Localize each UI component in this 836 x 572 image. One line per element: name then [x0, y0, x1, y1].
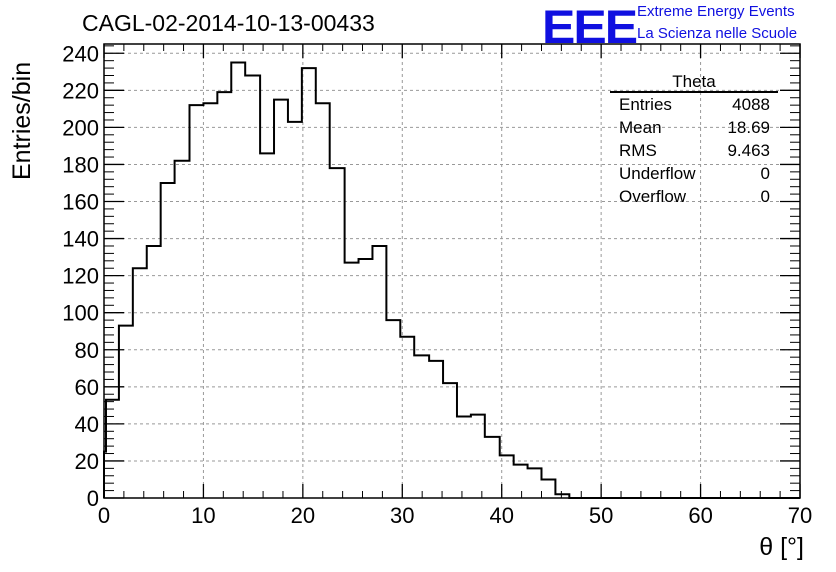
y-tick-label: 100: [62, 301, 99, 326]
stats-row-overflow: Overflow 0: [610, 185, 778, 208]
stats-label: Mean: [619, 118, 662, 137]
stats-box: Theta Entries 4088 Mean 18.69 RMS 9.463 …: [610, 73, 778, 208]
stats-value: 9.463: [727, 141, 770, 160]
y-tick-label: 120: [62, 264, 99, 289]
stats-row-entries: Entries 4088: [610, 93, 778, 116]
stats-label: Underflow: [619, 164, 696, 183]
stats-row-underflow: Underflow 0: [610, 162, 778, 185]
stats-value: 18.69: [727, 118, 770, 137]
axis-tick-labels: 0 10 20 30 40 50 60 70 0 20 40 60 80 100 120 140 160 180 2…: [62, 41, 812, 528]
y-tick-label: 200: [62, 115, 99, 140]
histogram-series: [103, 61, 800, 499]
plot-frame: [103, 43, 801, 499]
eee-logo: EEE: [542, 0, 638, 54]
stats-value: 4088: [732, 95, 770, 114]
y-tick-label: 160: [62, 190, 99, 215]
x-tick-label: 0: [98, 503, 110, 528]
y-tick-label: 20: [75, 449, 99, 474]
stats-title: Theta: [610, 73, 778, 93]
stats-label: Entries: [619, 95, 672, 114]
x-tick-label: 30: [390, 503, 414, 528]
grid-lines: [104, 44, 800, 498]
axis-ticks: [103, 44, 801, 499]
y-tick-label: 60: [75, 375, 99, 400]
x-tick-label: 10: [191, 503, 215, 528]
y-tick-label: 80: [75, 338, 99, 363]
stats-row-mean: Mean 18.69: [610, 116, 778, 139]
x-tick-label: 40: [489, 503, 513, 528]
x-tick-label: 70: [788, 503, 812, 528]
x-tick-label: 60: [688, 503, 712, 528]
y-tick-label: 40: [75, 412, 99, 437]
stats-value: 0: [760, 187, 770, 206]
y-tick-label: 0: [87, 486, 99, 511]
x-tick-label: 20: [291, 503, 315, 528]
y-tick-label: 140: [62, 227, 99, 252]
chart-title: CAGL-02-2014-10-13-00433: [82, 10, 375, 36]
stats-label: RMS: [619, 141, 657, 160]
logo-line-1: Extreme Energy Events: [637, 3, 795, 20]
stats-label: Overflow: [619, 187, 687, 206]
y-axis-label: Entries/bin: [8, 61, 36, 180]
y-tick-label: 220: [62, 78, 99, 103]
stats-row-rms: RMS 9.463: [610, 139, 778, 162]
x-axis-label: θ [°]: [759, 533, 804, 561]
stats-value: 0: [760, 164, 770, 183]
x-tick-label: 50: [589, 503, 613, 528]
y-tick-label: 180: [62, 152, 99, 177]
y-tick-label: 240: [62, 41, 99, 66]
logo-line-2: La Scienza nelle Scuole: [637, 25, 798, 42]
